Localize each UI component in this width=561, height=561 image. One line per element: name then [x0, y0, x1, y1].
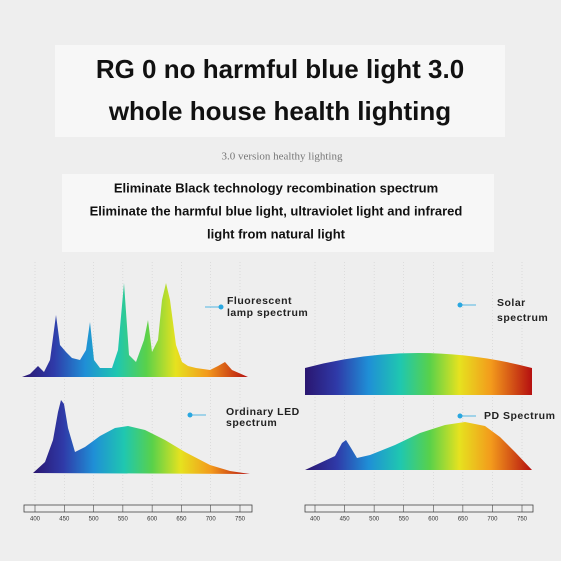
tick-label: 600 — [147, 517, 158, 523]
label-solar: Solar spectrum — [457, 297, 548, 324]
title-box — [55, 45, 505, 137]
title-line: RG 0 no harmful blue light 3.0 — [96, 54, 464, 84]
tick-label: 450 — [59, 517, 70, 523]
panel-label: Ordinary LED — [226, 406, 300, 418]
solar-spectrum — [305, 353, 532, 395]
panel-label: lamp spectrum — [227, 307, 308, 319]
led-spectrum — [33, 400, 250, 474]
panel-label: Solar — [497, 297, 526, 309]
tick-label: 500 — [369, 517, 380, 523]
tick-label: 700 — [206, 517, 217, 523]
description-line: Eliminate the harmful blue light, ultrav… — [90, 203, 463, 218]
axis-bar — [23, 504, 253, 513]
tick-label: 550 — [399, 517, 410, 523]
pd-spectrum — [305, 422, 532, 470]
tick-label: 700 — [487, 517, 498, 523]
fluorescent-spectrum — [22, 283, 248, 377]
description-line: Eliminate Black technology recombination… — [114, 180, 438, 195]
tick-label: 400 — [310, 517, 321, 523]
title-line: whole house health lighting — [108, 96, 451, 126]
tick-label: 550 — [118, 517, 129, 523]
description-box — [62, 174, 494, 252]
tick-label: 450 — [340, 517, 351, 523]
panel-label: PD Spectrum — [484, 410, 555, 422]
tick-label: 750 — [235, 517, 246, 523]
label-fluorescent: Fluorescent lamp spectrum — [205, 295, 308, 319]
tick-label: 750 — [517, 517, 528, 523]
tick-label: 600 — [428, 517, 439, 523]
tick-label: 400 — [30, 517, 41, 523]
tick-label: 500 — [89, 517, 100, 523]
tick-label: 650 — [176, 517, 187, 523]
panel-label: spectrum — [497, 312, 548, 324]
description-line: light from natural light — [207, 226, 346, 241]
label-led: Ordinary LED spectrum — [187, 406, 300, 429]
tick-label: 650 — [458, 517, 469, 523]
axes: 400 450 500 550 600 650 700 750 400 450 500 550 600 6… — [23, 504, 534, 523]
axis-bar — [304, 504, 534, 513]
panel-label: spectrum — [226, 417, 277, 429]
panel-label: Fluorescent — [227, 295, 292, 307]
subtitle: 3.0 version healthy lighting — [222, 151, 343, 163]
label-pd: PD Spectrum — [457, 410, 555, 422]
